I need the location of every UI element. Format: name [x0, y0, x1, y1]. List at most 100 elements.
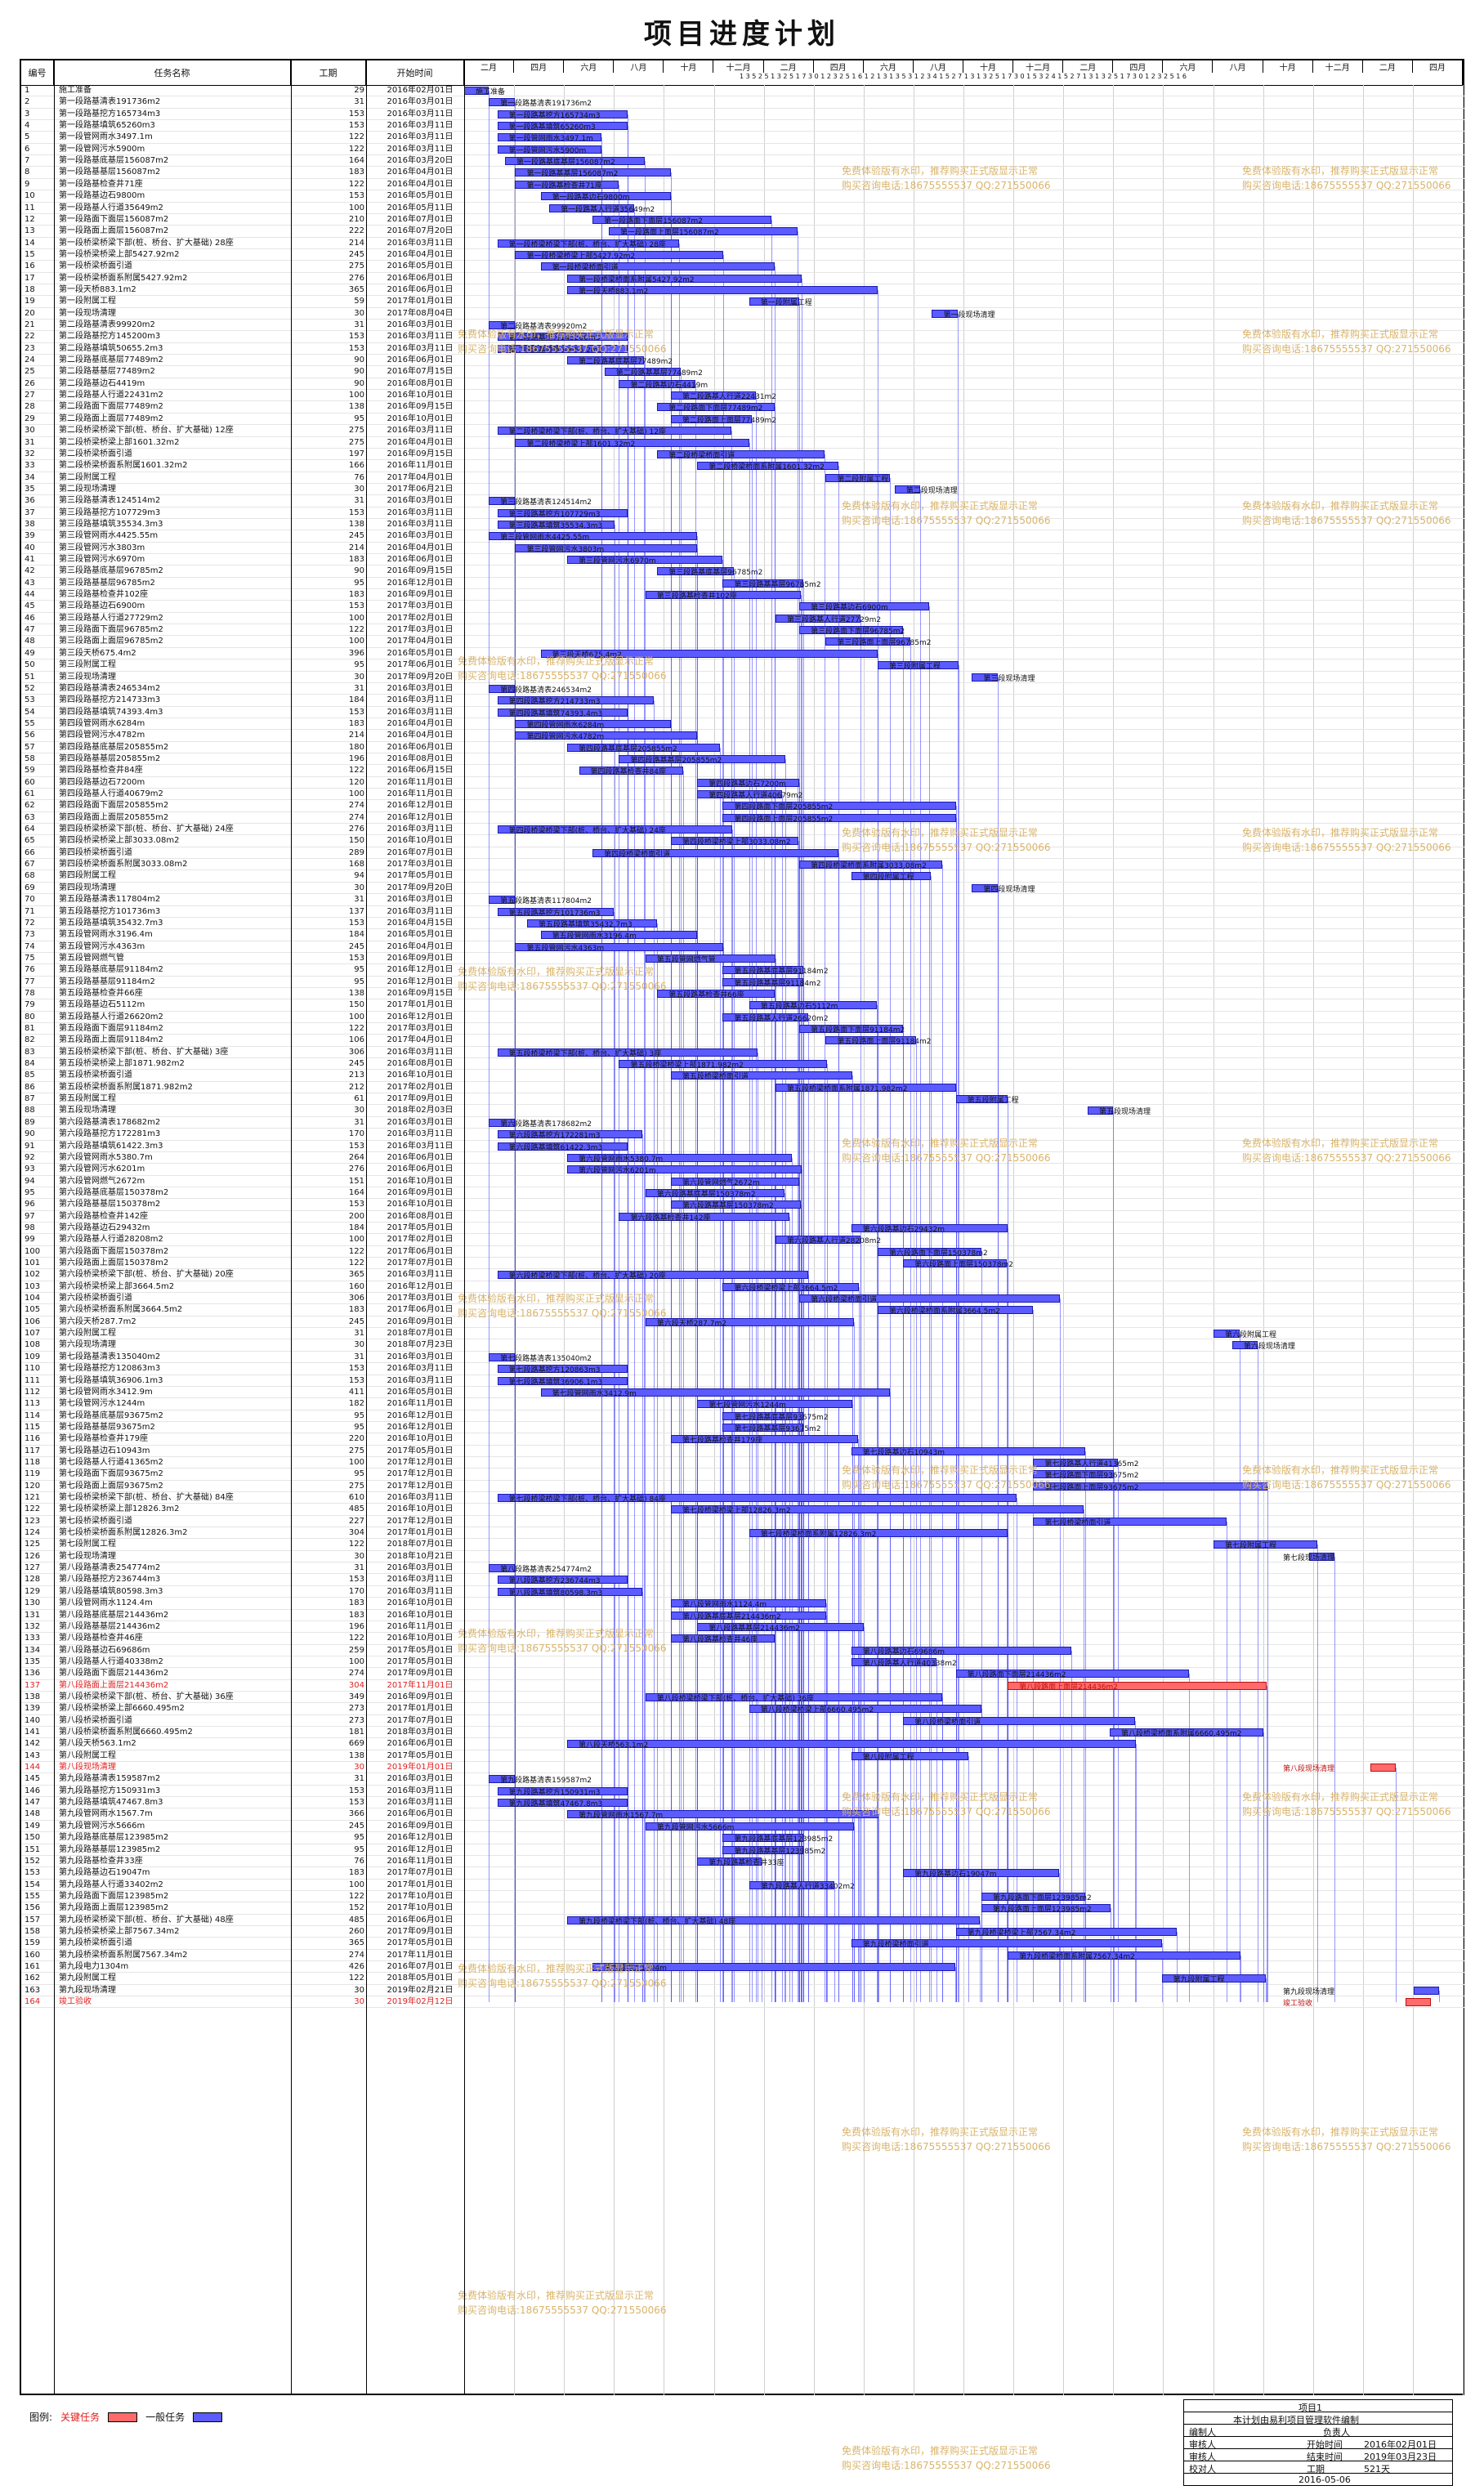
task-row[interactable]: 104 第六段桥梁桥面引道 306 2017年03月01日	[21, 1293, 463, 1304]
task-row[interactable]: 162 第九段附属工程 122 2018年05月01日	[21, 1973, 463, 1984]
task-row[interactable]: 141 第八段桥梁桥面系附属6660.495m2 181 2018年03月01日	[21, 1727, 463, 1738]
task-bar[interactable]	[1033, 1458, 1119, 1467]
task-row[interactable]: 113 第七段管网污水1244m 182 2016年11月01日	[21, 1398, 463, 1410]
task-row[interactable]: 32 第二段桥梁桥面引道 197 2016年09月15日	[21, 449, 463, 460]
task-bar[interactable]	[645, 1188, 785, 1197]
task-bar[interactable]	[697, 778, 800, 787]
task-row[interactable]: 68 第四段附属工程 94 2017年05月01日	[21, 870, 463, 882]
task-bar[interactable]	[955, 1095, 1008, 1104]
task-row[interactable]: 69 第四段现场清理 30 2017年09月20日	[21, 883, 463, 894]
task-row[interactable]: 34 第二段附属工程 76 2017年04月01日	[21, 472, 463, 484]
task-row[interactable]: 72 第五段路基填筑35432.7m3 153 2016年04月15日	[21, 918, 463, 929]
task-row[interactable]: 27 第二段路基人行道22431m2 100 2016年10月01日	[21, 390, 463, 401]
task-row[interactable]: 106 第六段天桥287.7m2 245 2016年09月01日	[21, 1317, 463, 1328]
task-row[interactable]: 62 第四段路面下面层205855m2 274 2016年12月01日	[21, 800, 463, 811]
task-bar[interactable]	[749, 1880, 834, 1889]
task-bar[interactable]	[670, 1599, 827, 1608]
task-bar[interactable]	[540, 931, 698, 940]
task-row[interactable]: 164 竣工验收 30 2019年02月12日	[21, 1996, 463, 2008]
task-row[interactable]: 80 第五段路基人行道26620m2 100 2016年12月01日	[21, 1012, 463, 1023]
task-row[interactable]: 8 第一段路基基层156087m2 183 2016年04月01日	[21, 167, 463, 178]
task-bar[interactable]	[497, 708, 628, 717]
task-row[interactable]: 25 第二段路基基层77489m2 90 2016年07月15日	[21, 366, 463, 378]
task-row[interactable]: 161 第九段电力1304m 426 2016年07月01日	[21, 1961, 463, 1973]
task-row[interactable]: 136 第八段路面下面层214436m2 274 2017年09月01日	[21, 1668, 463, 1679]
task-bar[interactable]	[670, 1177, 800, 1186]
task-row[interactable]: 50 第三段附属工程 95 2017年06月01日	[21, 659, 463, 671]
task-bar[interactable]	[722, 1423, 804, 1432]
task-bar[interactable]	[566, 556, 723, 564]
task-bar[interactable]	[749, 297, 800, 306]
task-row[interactable]: 3 第一段路基挖方165734m3 153 2016年03月11日	[21, 109, 463, 120]
task-bar[interactable]	[670, 837, 799, 846]
task-bar[interactable]	[1231, 1341, 1258, 1350]
task-row[interactable]: 45 第三段路基边石6900m 153 2017年03月01日	[21, 601, 463, 612]
task-bar[interactable]	[799, 1025, 904, 1033]
task-row[interactable]: 49 第三段天桥675.4m2 396 2016年05月01日	[21, 648, 463, 659]
task-bar[interactable]	[497, 110, 628, 118]
task-row[interactable]: 102 第六段桥梁桥梁下部(桩、桥台、扩大基础) 20座 365 2016年03月11…	[21, 1269, 463, 1281]
task-bar[interactable]	[592, 848, 838, 857]
task-row[interactable]: 99 第六段路基人行道28208m2 100 2017年02月01日	[21, 1234, 463, 1245]
task-bar[interactable]	[619, 379, 696, 388]
task-bar[interactable]	[619, 754, 786, 763]
task-row[interactable]: 114 第七段路基底基层93675m2 95 2016年12月01日	[21, 1410, 463, 1422]
task-bar[interactable]	[497, 239, 680, 248]
task-bar[interactable]	[497, 825, 732, 834]
task-bar[interactable]	[657, 567, 734, 576]
task-row[interactable]: 71 第五段路基挖方101736m3 137 2016年03月11日	[21, 906, 463, 918]
task-bar[interactable]	[722, 1013, 808, 1021]
task-bar[interactable]	[489, 1118, 516, 1127]
task-row[interactable]: 135 第八段路基人行道40338m2 100 2017年05月01日	[21, 1656, 463, 1668]
task-bar[interactable]	[670, 1200, 802, 1209]
task-row[interactable]: 163 第九段现场清理 30 2019年02月21日	[21, 1985, 463, 1996]
task-row[interactable]: 73 第五段管网雨水3196.4m 184 2016年05月01日	[21, 929, 463, 941]
task-bar[interactable]	[619, 1060, 828, 1069]
task-row[interactable]: 23 第二段路基填筑50655.2m3 153 2016年03月11日	[21, 343, 463, 355]
task-bar[interactable]	[1308, 1552, 1334, 1561]
task-row[interactable]: 20 第一段现场清理 30 2017年08月04日	[21, 308, 463, 320]
task-row[interactable]: 28 第二段路面下面层77489m2 138 2016年09月15日	[21, 401, 463, 413]
task-row[interactable]: 10 第一段路基边石9800m 153 2016年05月01日	[21, 190, 463, 202]
task-bar[interactable]	[722, 966, 804, 975]
task-bar[interactable]	[722, 1834, 804, 1843]
task-row[interactable]: 14 第一段桥梁桥梁下部(桩、桥台、扩大基础) 28座 214 2016年03月11日	[21, 238, 463, 249]
task-row[interactable]: 110 第七段路基挖方120863m3 153 2016年03月11日	[21, 1363, 463, 1375]
task-row[interactable]: 1 施工准备 29 2016年02月01日	[21, 85, 463, 96]
task-bar[interactable]	[877, 1247, 981, 1256]
task-row[interactable]: 150 第九段路基底基层123985m2 95 2016年12月01日	[21, 1832, 463, 1844]
task-bar[interactable]	[497, 1494, 1017, 1502]
task-row[interactable]: 56 第四段管网污水4782m 214 2016年04月01日	[21, 730, 463, 741]
task-row[interactable]: 120 第七段路面上面层93675m2 275 2017年12月01日	[21, 1481, 463, 1492]
task-bar[interactable]	[749, 1529, 1008, 1538]
task-row[interactable]: 31 第二段桥梁桥梁上部1601.32m2 275 2016年04月01日	[21, 437, 463, 449]
task-row[interactable]: 160 第九段桥梁桥面系附属7567.34m2 274 2017年11月01日	[21, 1950, 463, 1961]
task-bar[interactable]	[566, 285, 878, 294]
task-row[interactable]: 24 第二段路基底基层77489m2 90 2016年06月01日	[21, 355, 463, 366]
task-bar[interactable]	[722, 579, 804, 588]
task-bar[interactable]	[515, 250, 724, 259]
task-row[interactable]: 6 第一段管网污水5900m 122 2016年03月11日	[21, 144, 463, 155]
task-bar[interactable]	[566, 1810, 878, 1819]
task-bar[interactable]	[799, 861, 942, 869]
task-row[interactable]: 53 第四段路基挖方214733m3 184 2016年03月11日	[21, 695, 463, 706]
task-bar[interactable]	[566, 274, 802, 283]
task-row[interactable]: 109 第七段路基清表135040m2 31 2016年03月01日	[21, 1352, 463, 1363]
task-row[interactable]: 26 第二段路基边石4419m 90 2016年08月01日	[21, 378, 463, 390]
task-bar[interactable]	[722, 1845, 804, 1854]
task-row[interactable]: 142 第八段天桥563.1m2 669 2016年06月01日	[21, 1738, 463, 1750]
task-bar[interactable]	[670, 1071, 852, 1080]
task-bar[interactable]	[645, 1822, 854, 1831]
task-row[interactable]: 85 第五段桥梁桥面引道 213 2016年10月01日	[21, 1070, 463, 1081]
task-bar[interactable]	[515, 168, 671, 177]
task-bar[interactable]	[645, 591, 802, 600]
task-row[interactable]: 84 第五段桥梁桥梁上部1871.982m2 245 2016年08月01日	[21, 1058, 463, 1070]
task-row[interactable]: 61 第四段路基人行道40679m2 100 2016年11月01日	[21, 789, 463, 800]
task-bar[interactable]	[1008, 1951, 1241, 1960]
task-row[interactable]: 18 第一段天桥883.1m2 365 2016年06月01日	[21, 284, 463, 296]
task-row[interactable]: 146 第九段路基挖方150931m3 153 2016年03月11日	[21, 1786, 463, 1797]
task-row[interactable]: 47 第三段路面下面层96785m2 122 2017年03月01日	[21, 624, 463, 636]
task-row[interactable]: 43 第三段路基基层96785m2 95 2016年12月01日	[21, 578, 463, 589]
task-bar[interactable]	[497, 333, 628, 342]
task-row[interactable]: 149 第九段管网污水5666m 245 2016年09月01日	[21, 1821, 463, 1832]
